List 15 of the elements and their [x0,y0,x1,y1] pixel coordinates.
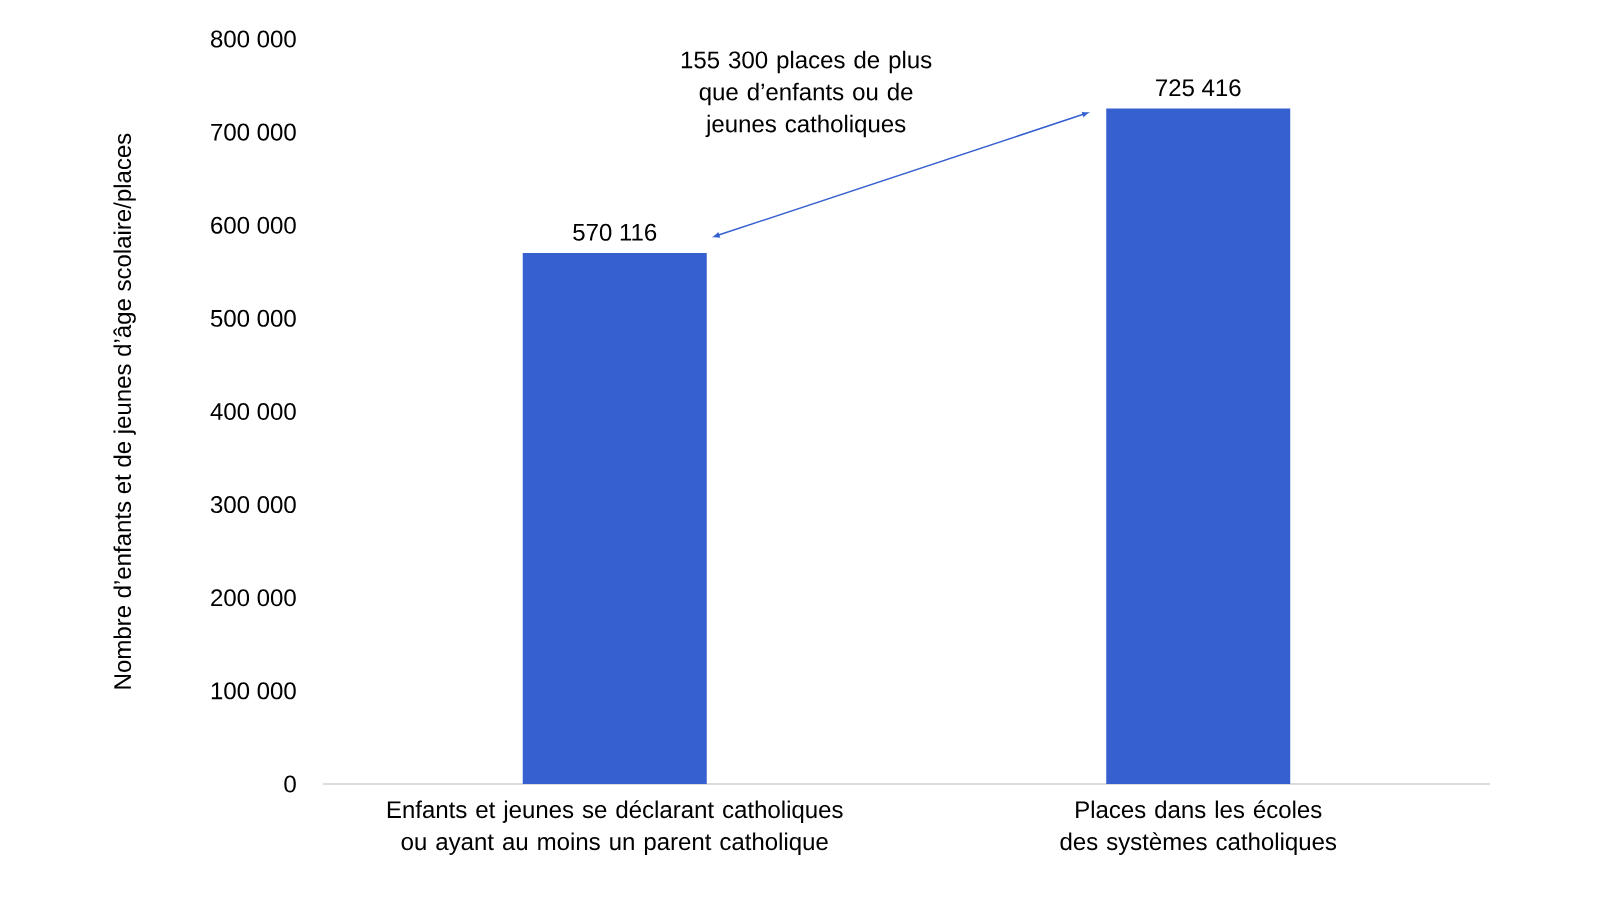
y-tick-label: 500 000 [210,309,296,327]
y-tick-label: 200 000 [211,589,296,607]
y-tick-label: 700 000 [211,123,296,141]
y-tick-label: 300 000 [210,496,296,514]
y-tick-label: 600 000 [211,216,296,234]
y-tick-label: 800 000 [211,30,296,48]
y-tick-label: 100 000 [211,682,296,700]
y-tick-label: 400 000 [210,403,296,420]
x-tick-label: Places dans les écoles des systèmes catholiques [1060,800,1337,855]
annotation: 155 300 places de plus que d’enfants ou de jeunes catholiques [681,50,932,138]
data-label: 725 416 [1156,79,1241,97]
x-tick-label: Enfants et jeunes se déclarant catholiques ou ayant au moins un parent catholique [387,800,843,855]
data-label: 570 116 [573,223,657,241]
y-axis-title: Nombre d’enfants et de jeunes d’âge scolaire/places [113,133,136,689]
y-tick-label: 0 [284,775,296,793]
